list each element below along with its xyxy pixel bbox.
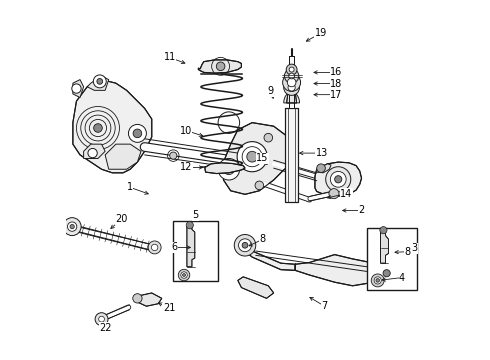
Polygon shape [105, 144, 141, 169]
Circle shape [375, 262, 398, 285]
Circle shape [98, 316, 104, 322]
Polygon shape [84, 144, 105, 158]
Circle shape [287, 78, 296, 87]
Circle shape [133, 294, 142, 303]
Polygon shape [238, 277, 274, 298]
Circle shape [376, 279, 379, 282]
Polygon shape [381, 232, 389, 263]
Polygon shape [205, 163, 245, 174]
Circle shape [95, 313, 108, 325]
Circle shape [148, 241, 161, 254]
Text: 8: 8 [260, 234, 266, 244]
Circle shape [288, 84, 295, 91]
Text: 10: 10 [180, 126, 192, 135]
Circle shape [151, 244, 158, 251]
Circle shape [97, 78, 102, 84]
Circle shape [242, 242, 248, 248]
Circle shape [170, 152, 177, 159]
Polygon shape [87, 76, 109, 90]
Circle shape [255, 181, 264, 190]
Circle shape [72, 84, 81, 93]
Circle shape [286, 64, 297, 75]
Circle shape [264, 134, 272, 142]
Polygon shape [317, 164, 331, 173]
Polygon shape [242, 242, 295, 270]
Circle shape [284, 80, 299, 95]
Circle shape [289, 67, 294, 72]
Circle shape [237, 141, 267, 172]
Circle shape [70, 225, 74, 229]
Text: 8: 8 [404, 247, 410, 257]
Text: 4: 4 [399, 273, 405, 283]
Circle shape [218, 158, 240, 180]
Polygon shape [284, 92, 299, 103]
Polygon shape [285, 108, 298, 202]
Polygon shape [73, 80, 84, 98]
Bar [173, 221, 218, 281]
Circle shape [329, 189, 339, 199]
Polygon shape [187, 226, 195, 267]
Circle shape [93, 75, 106, 88]
Circle shape [128, 125, 147, 142]
Text: 7: 7 [321, 301, 328, 311]
Polygon shape [315, 162, 362, 196]
Circle shape [133, 129, 142, 138]
Circle shape [239, 239, 251, 252]
Text: 2: 2 [358, 206, 365, 216]
Polygon shape [223, 123, 295, 194]
Text: 18: 18 [330, 78, 343, 89]
Circle shape [289, 73, 294, 79]
Text: 22: 22 [99, 323, 112, 333]
Text: 14: 14 [340, 189, 352, 199]
Text: 12: 12 [180, 162, 192, 172]
Polygon shape [295, 255, 383, 286]
Circle shape [383, 270, 390, 277]
Circle shape [234, 234, 256, 256]
Text: 17: 17 [330, 90, 343, 100]
Circle shape [216, 62, 225, 71]
Circle shape [181, 272, 187, 278]
Text: 1: 1 [126, 182, 133, 192]
Circle shape [247, 151, 258, 162]
Circle shape [379, 266, 394, 280]
Text: 3: 3 [411, 243, 417, 253]
Polygon shape [198, 60, 242, 73]
Circle shape [68, 222, 77, 231]
Text: 15: 15 [256, 153, 269, 163]
Circle shape [326, 167, 351, 192]
Bar [367, 228, 417, 291]
Text: 11: 11 [164, 52, 176, 62]
Circle shape [283, 73, 300, 91]
Text: 5: 5 [193, 210, 198, 220]
Circle shape [223, 164, 234, 175]
Circle shape [317, 164, 325, 172]
Circle shape [380, 226, 387, 234]
Text: 9: 9 [268, 86, 274, 96]
Circle shape [371, 274, 384, 287]
Circle shape [374, 277, 381, 284]
Polygon shape [73, 80, 152, 173]
Circle shape [186, 222, 194, 229]
Circle shape [178, 269, 190, 281]
Polygon shape [289, 56, 294, 108]
Text: 16: 16 [330, 67, 343, 77]
Circle shape [183, 274, 186, 276]
Text: 21: 21 [163, 303, 175, 314]
Polygon shape [287, 92, 296, 103]
Circle shape [94, 124, 102, 132]
Text: 19: 19 [315, 28, 327, 38]
Text: 20: 20 [115, 215, 127, 224]
Text: 13: 13 [316, 148, 328, 158]
Circle shape [285, 69, 299, 83]
Polygon shape [136, 293, 162, 306]
Text: 6: 6 [171, 242, 177, 252]
Circle shape [330, 171, 346, 187]
Circle shape [218, 112, 240, 134]
Circle shape [335, 176, 342, 183]
Circle shape [88, 148, 97, 158]
Circle shape [63, 218, 81, 235]
